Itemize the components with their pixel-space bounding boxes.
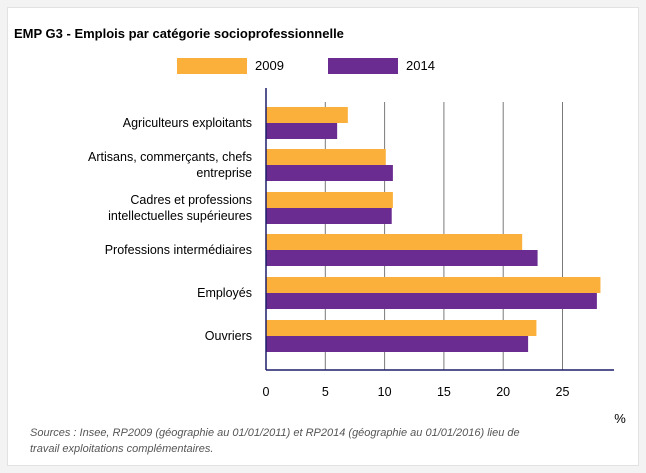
bar-2014-3 [266, 250, 538, 266]
legend-swatch-2014 [328, 58, 398, 74]
bar-2014-0 [266, 123, 338, 139]
bar-2014-2 [266, 208, 392, 224]
category-label-0: Agriculteurs exploitants [123, 116, 252, 130]
bar-2014-1 [266, 165, 393, 181]
x-tick-label-10: 10 [378, 385, 392, 399]
category-label-3: Professions intermédiaires [105, 243, 252, 257]
category-label-2-line0: Cadres et professions [130, 193, 252, 207]
category-label-5: Ouvriers [205, 329, 252, 343]
category-label-1-line1: entreprise [196, 166, 252, 180]
category-label-2-line1: intellectuelles supérieures [108, 209, 252, 223]
bar-2014-4 [266, 293, 597, 309]
bar-2009-1 [266, 149, 386, 165]
x-axis-unit: % [614, 411, 626, 426]
legend-label-2009: 2009 [255, 58, 284, 73]
bar-2009-4 [266, 277, 601, 293]
category-label-1-line0: Artisans, commerçants, chefs [88, 150, 252, 164]
x-tick-label-15: 15 [437, 385, 451, 399]
bar-2009-5 [266, 320, 537, 336]
category-label-4: Employés [197, 286, 252, 300]
bar-2014-5 [266, 336, 529, 352]
x-tick-label-20: 20 [496, 385, 510, 399]
source-note: Sources : Insee, RP2009 (géographie au 0… [30, 427, 520, 455]
bar-2009-0 [266, 107, 348, 123]
x-tick-label-25: 25 [556, 385, 570, 399]
x-tick-label-5: 5 [322, 385, 329, 399]
legend-swatch-2009 [177, 58, 247, 74]
legend-label-2014: 2014 [406, 58, 435, 73]
chart-title: EMP G3 - Emplois par catégorie socioprof… [14, 26, 344, 41]
x-tick-label-0: 0 [263, 385, 270, 399]
bar-2009-2 [266, 192, 393, 208]
bar-2009-3 [266, 234, 523, 250]
